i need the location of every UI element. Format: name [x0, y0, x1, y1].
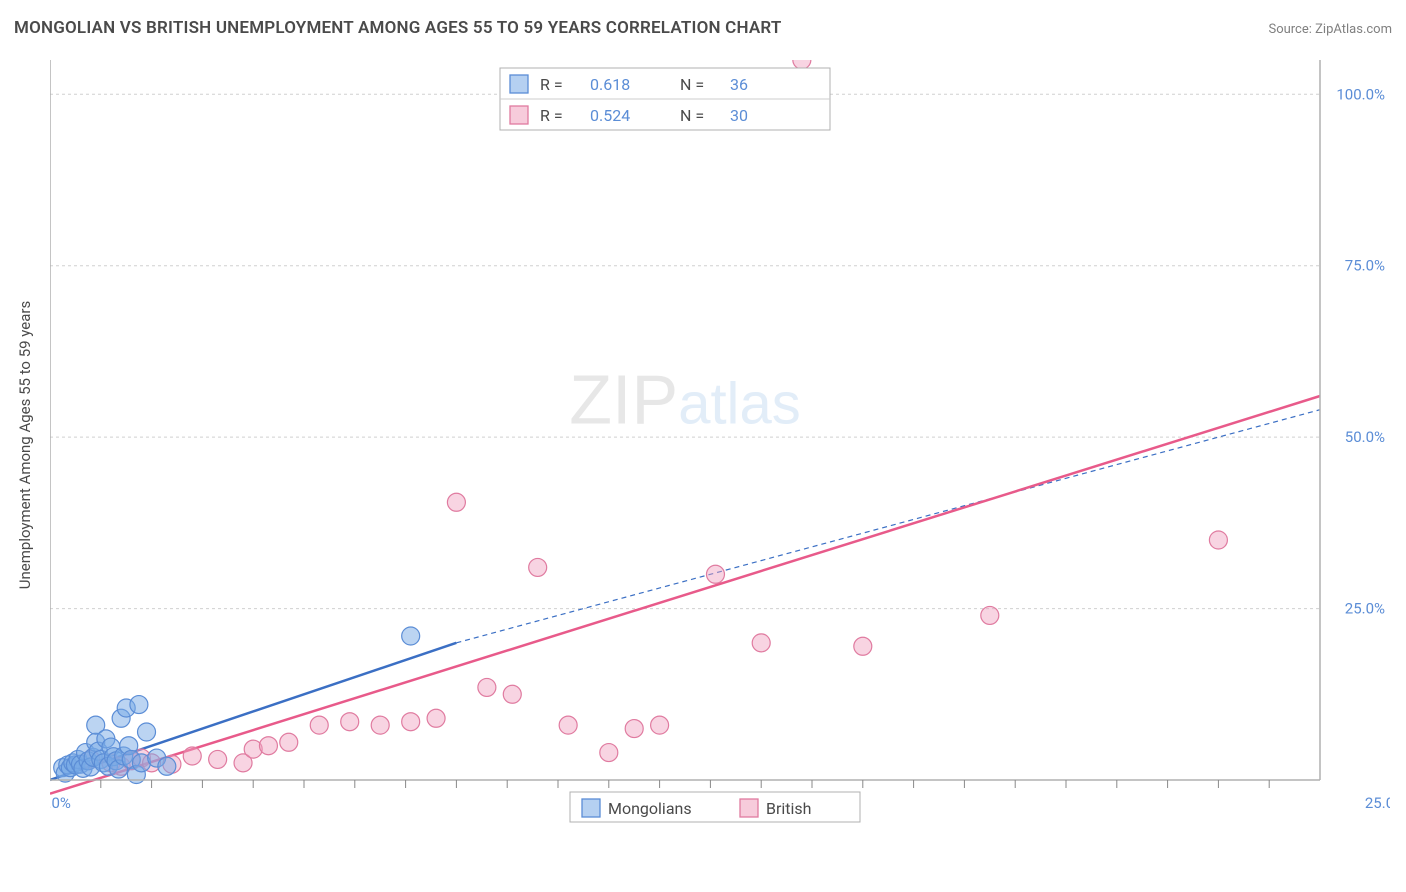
point-mongolians: [158, 757, 176, 775]
svg-text:N =: N =: [680, 106, 704, 125]
watermark: ZIPatlas: [569, 360, 800, 438]
point-british: [600, 744, 618, 762]
y-tick-label: 100.0%: [1336, 85, 1385, 103]
trend-line-british: [50, 396, 1320, 794]
chart-title: MONGOLIAN VS BRITISH UNEMPLOYMENT AMONG …: [14, 18, 782, 38]
point-british: [559, 716, 577, 734]
point-british: [183, 747, 201, 765]
y-tick-label: 25.0%: [1345, 600, 1385, 618]
x-end-label: 25.0%: [1365, 794, 1390, 812]
point-british: [447, 493, 465, 511]
stats-swatch-mongolians: [510, 75, 528, 93]
point-british: [280, 733, 298, 751]
legend-swatch-mongolians: [582, 799, 600, 817]
svg-text:R =: R =: [540, 106, 563, 125]
point-british: [402, 713, 420, 731]
scatter-plot: 25.0% 50.0% 75.0% 100.0% ZIPatlas 0.0% 25.0% R …: [50, 60, 1390, 830]
r-value-british: 0.524: [590, 106, 630, 125]
point-british: [341, 713, 359, 731]
chart-area: Unemployment Among Ages 55 to 59 years 2…: [50, 60, 1390, 830]
point-british: [209, 750, 227, 768]
point-mongolians: [138, 723, 156, 741]
svg-text:R =: R =: [540, 75, 563, 94]
point-british: [981, 606, 999, 624]
y-tick-label: 50.0%: [1345, 428, 1385, 446]
point-british: [529, 558, 547, 576]
header: MONGOLIAN VS BRITISH UNEMPLOYMENT AMONG …: [14, 18, 1392, 38]
point-british: [706, 565, 724, 583]
point-mongolians: [402, 627, 420, 645]
legend-label-british: British: [766, 799, 811, 818]
y-axis-label: Unemployment Among Ages 55 to 59 years: [16, 301, 34, 589]
legend-label-mongolians: Mongolians: [608, 799, 692, 818]
point-british: [371, 716, 389, 734]
point-british: [1209, 531, 1227, 549]
point-british: [752, 634, 770, 652]
stats-swatch-british: [510, 106, 528, 124]
point-british: [259, 737, 277, 755]
point-british: [427, 709, 445, 727]
legend-swatch-british: [740, 799, 758, 817]
point-british: [503, 685, 521, 703]
point-british: [854, 637, 872, 655]
trend-line-mongolians-dash: [456, 410, 1320, 643]
y-tick-label: 75.0%: [1345, 257, 1385, 275]
point-british: [310, 716, 328, 734]
r-value-mongolians: 0.618: [590, 75, 630, 94]
point-british: [651, 716, 669, 734]
x-origin-label: 0.0%: [50, 794, 71, 812]
svg-text:N =: N =: [680, 75, 704, 94]
source-attribution: Source: ZipAtlas.com: [1268, 22, 1392, 37]
point-mongolians: [130, 696, 148, 714]
n-value-mongolians: 36: [730, 75, 748, 94]
n-value-british: 30: [730, 106, 748, 125]
point-british: [478, 678, 496, 696]
point-british: [625, 720, 643, 738]
